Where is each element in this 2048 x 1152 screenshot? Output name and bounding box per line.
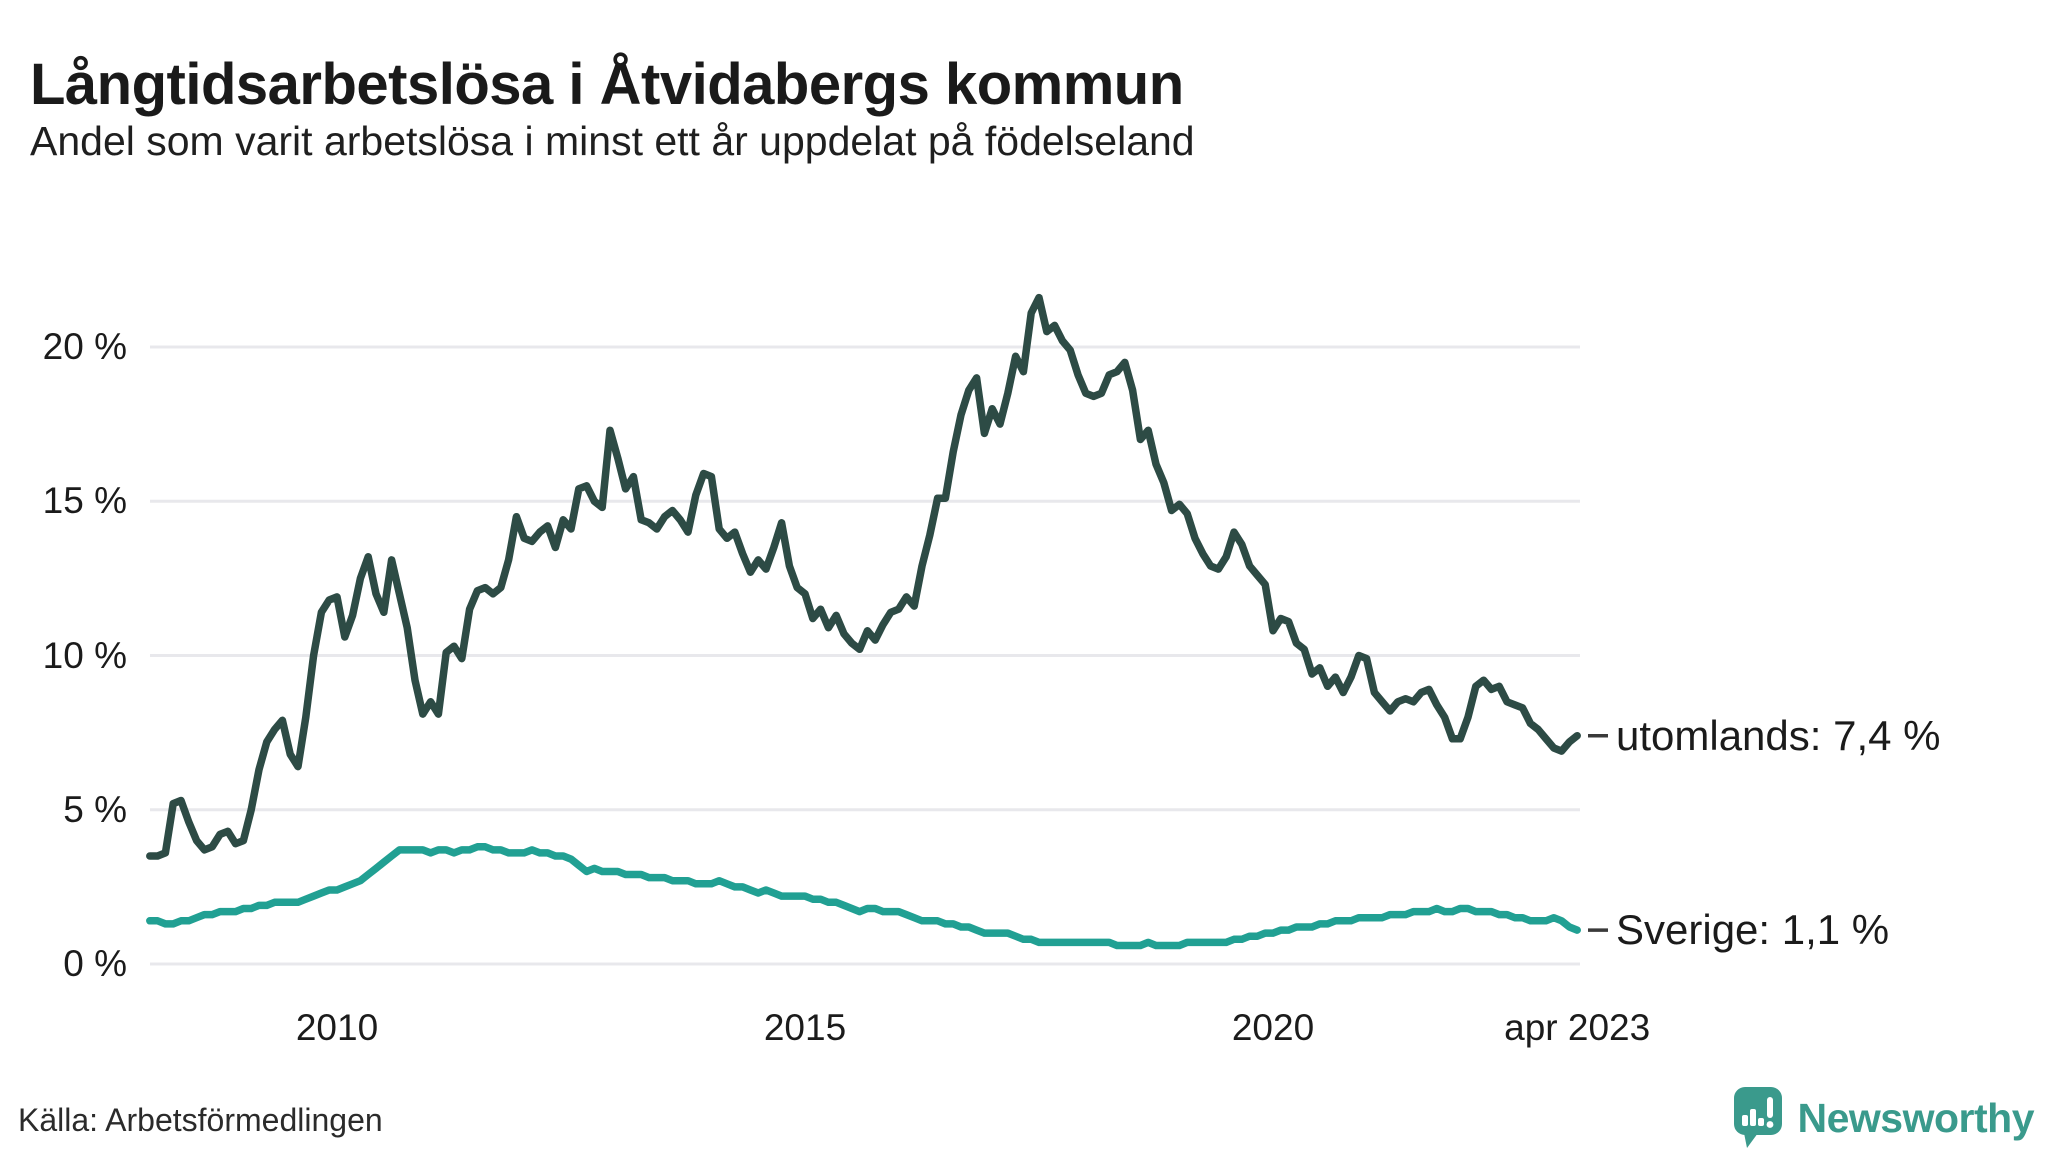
series-end-label-sverige: Sverige: 1,1 % (1616, 906, 1890, 954)
y-tick-label: 0 % (63, 943, 127, 984)
series-line-Sverige (146, 843, 1581, 950)
brand-logo: Newsworthy (1733, 1086, 2035, 1150)
x-tick-label: 2015 (763, 1007, 847, 1048)
y-tick-label: 15 % (42, 480, 127, 522)
y-tick-label: 20 % (42, 326, 127, 367)
x-tick-label: 2010 (295, 1007, 379, 1048)
y-tick-label: 5 % (63, 788, 127, 830)
x-tick-label: apr 2023 (1504, 1007, 1651, 1048)
source-note: Källa: Arbetsförmedlingen (18, 1102, 383, 1138)
y-tick-label: 10 % (42, 634, 127, 676)
series-line-utomlands (146, 293, 1581, 860)
chart-title: Långtidsarbetslösa i Åtvidabergs kommun (30, 51, 1184, 117)
newsworthy-icon (1733, 1087, 1782, 1148)
chart-subtitle: Andel som varit arbetslösa i minst ett å… (30, 118, 1195, 164)
series-end-label-utomlands: utomlands: 7,4 % (1616, 711, 1941, 759)
brand-wordmark: Newsworthy (1797, 1094, 2035, 1141)
x-tick-label: 2020 (1231, 1007, 1315, 1048)
